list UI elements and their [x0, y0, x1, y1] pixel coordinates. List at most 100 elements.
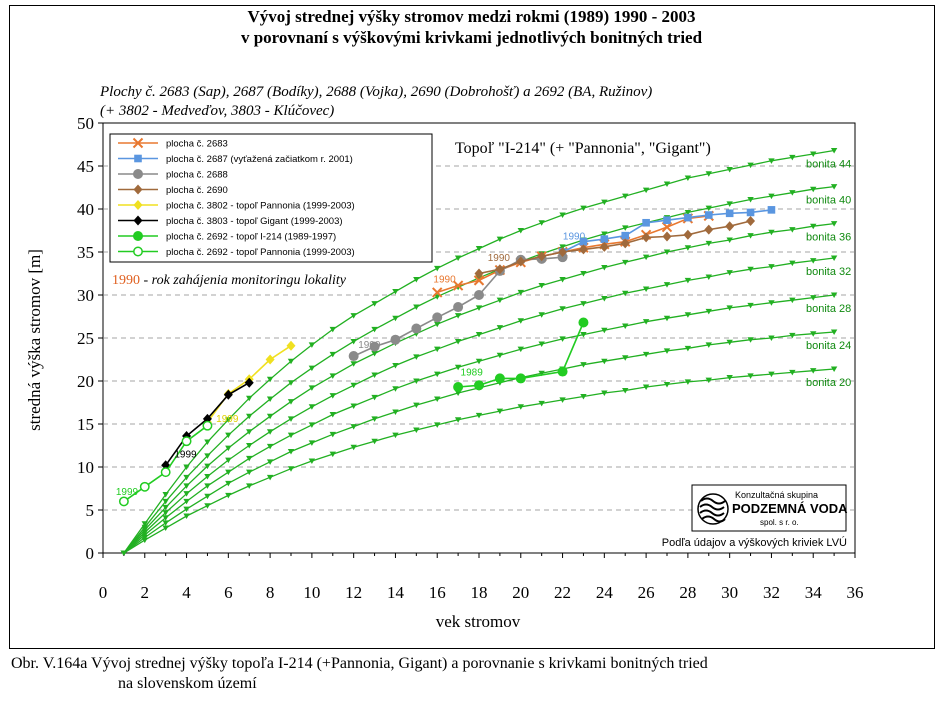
triangle-marker — [434, 265, 441, 272]
triangle-marker — [559, 336, 566, 342]
triangle-marker — [225, 457, 232, 464]
circle-marker — [515, 373, 526, 384]
triangle-marker — [329, 326, 336, 333]
triangle-marker — [726, 237, 733, 243]
x-tick-label: 34 — [805, 583, 823, 602]
x-tick-label: 16 — [429, 583, 446, 602]
triangle-marker — [830, 329, 838, 335]
triangle-marker — [266, 396, 274, 403]
triangle-marker — [705, 308, 712, 315]
triangle-marker — [538, 341, 545, 348]
legend-label: plocha č. 2683 — [166, 139, 228, 150]
triangle-marker — [538, 220, 545, 226]
triangle-marker — [768, 158, 775, 164]
x-tick-label: 8 — [266, 583, 275, 602]
triangle-marker — [642, 351, 650, 358]
x-tick-label: 10 — [303, 583, 320, 602]
triangle-marker — [266, 443, 274, 450]
x-tick-label: 6 — [224, 583, 233, 602]
triangle-marker — [434, 321, 441, 328]
triangle-marker — [559, 212, 566, 219]
triangle-marker — [413, 427, 420, 434]
triangle-marker — [705, 205, 712, 212]
series — [453, 317, 589, 393]
x-tick-label: 32 — [763, 583, 780, 602]
triangle-marker — [246, 429, 253, 435]
diamond-marker — [265, 354, 275, 365]
triangle-marker — [204, 439, 211, 446]
square-marker — [684, 213, 692, 222]
triangle-marker — [434, 422, 441, 428]
diamond-marker — [495, 264, 505, 275]
triangle-marker — [392, 409, 399, 415]
x-marker — [452, 280, 464, 291]
triangle-marker — [371, 326, 378, 333]
legend: plocha č. 2683 plocha č. 2687 (vyťažená z… — [109, 133, 433, 263]
year-annotation: 1999 — [116, 487, 139, 498]
triangle-marker — [162, 515, 169, 521]
triangle-marker — [747, 302, 754, 309]
triangle-marker — [183, 513, 190, 520]
triangle-marker — [726, 305, 733, 311]
triangle-marker — [287, 449, 295, 455]
triangle-marker — [454, 390, 462, 397]
triangle-marker — [747, 162, 754, 169]
triangle-marker — [580, 205, 587, 212]
logo-mark-icon — [697, 493, 729, 525]
triangle-marker — [559, 277, 566, 283]
triangle-marker — [204, 473, 211, 480]
triangle-marker — [162, 504, 169, 511]
diamond-marker — [223, 389, 233, 400]
triangle-marker — [308, 342, 316, 348]
triangle-marker — [162, 498, 169, 505]
square-marker — [621, 231, 630, 240]
legend-item: plocha č. 3802 - topoľ Pannonia (1999-20… — [118, 200, 355, 212]
triangle-marker — [371, 372, 378, 378]
x-tick-label: 24 — [596, 583, 614, 602]
bonity-label: bonita 44 — [806, 159, 851, 171]
triangle-marker — [287, 432, 295, 439]
circle-marker — [133, 169, 143, 179]
y-tick-label: 50 — [77, 114, 94, 133]
triangle-marker — [768, 193, 775, 200]
bonity-label: bonita 32 — [806, 266, 851, 278]
triangle-marker — [726, 270, 733, 276]
circle-marker — [432, 312, 443, 323]
triangle-marker — [162, 492, 169, 498]
triangle-marker — [747, 266, 754, 273]
triangle-marker — [246, 483, 253, 489]
triangle-marker — [538, 370, 545, 377]
triangle-marker — [204, 493, 211, 500]
caption-line-1: Obr. V.164a Vývoj strednej výšky topoľa … — [11, 655, 708, 672]
y-tick-label: 15 — [77, 415, 94, 434]
triangle-marker — [246, 443, 253, 449]
x-tick-label: 28 — [679, 583, 696, 602]
triangle-marker — [371, 301, 378, 307]
square-marker — [663, 216, 671, 224]
series — [558, 206, 776, 256]
triangle-marker — [663, 249, 671, 255]
logo-line-3: spol. s r. o. — [760, 518, 799, 527]
circle-marker — [474, 290, 484, 300]
triangle-marker — [350, 313, 357, 319]
diamond-marker — [474, 268, 484, 279]
triangle-marker — [413, 402, 420, 409]
triangle-marker — [183, 483, 190, 489]
company-logo: Konzultačná skupina PODZEMNÁ VODA spol. … — [691, 484, 848, 532]
open-circle-marker — [118, 496, 129, 507]
triangle-marker — [726, 339, 733, 346]
triangle-marker — [246, 413, 253, 420]
triangle-marker — [329, 373, 336, 379]
bonity-curve — [120, 366, 838, 555]
diamond-marker — [620, 238, 630, 249]
triangle-marker — [308, 404, 316, 410]
triangle-marker — [789, 227, 796, 233]
triangle-marker — [663, 381, 671, 388]
triangle-marker — [141, 537, 148, 544]
triangle-marker — [225, 432, 232, 439]
y-tick-label: 40 — [77, 200, 94, 219]
bonity-curve — [120, 148, 838, 555]
triangle-marker — [204, 453, 211, 459]
triangle-marker — [392, 289, 399, 295]
triangle-marker — [434, 294, 441, 300]
